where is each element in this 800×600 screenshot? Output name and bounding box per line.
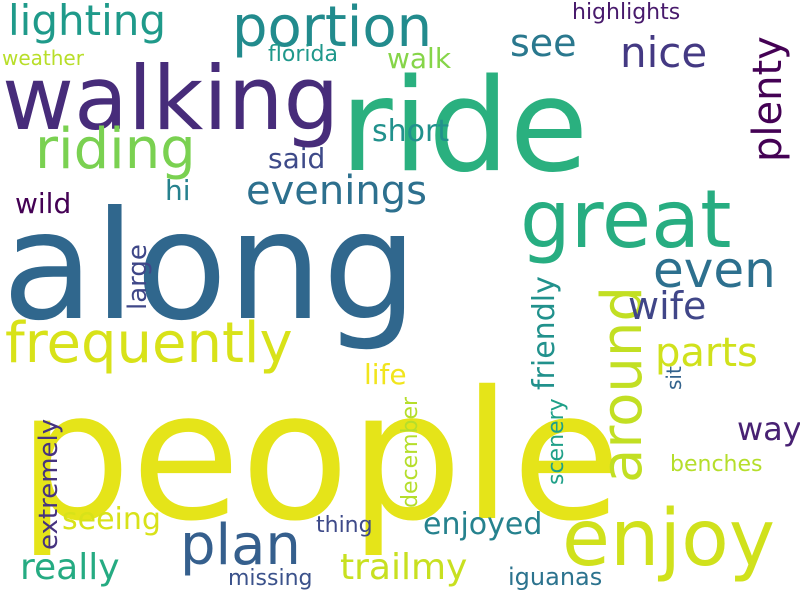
word-florida: florida xyxy=(268,42,338,67)
word-enjoyed: enjoyed xyxy=(423,507,543,542)
word-trailmy: trailmy xyxy=(340,547,468,588)
word-hi: hi xyxy=(165,174,191,207)
word-lighting: lighting xyxy=(8,0,167,45)
word-walking: walking xyxy=(2,47,340,150)
word-riding: riding xyxy=(35,117,196,182)
word-weather: weather xyxy=(2,46,84,70)
word-really: really xyxy=(20,547,120,588)
word-nice: nice xyxy=(620,28,708,77)
word-benches: benches xyxy=(670,452,763,477)
word-plenty: plenty xyxy=(745,36,791,162)
word-thing: thing xyxy=(316,513,373,538)
word-highlights: highlights xyxy=(572,0,681,25)
word-friendly: friendly xyxy=(527,276,562,390)
word-scenery: scenery xyxy=(544,398,569,485)
word-evenings: evenings xyxy=(246,168,427,214)
word-people: people xyxy=(18,353,622,560)
word-sit: sit xyxy=(662,366,686,390)
word-seeing: seeing xyxy=(62,502,161,537)
word-even: even xyxy=(653,241,776,299)
word-wild: wild xyxy=(15,187,72,220)
word-way: way xyxy=(737,410,800,448)
word-enjoy: enjoy xyxy=(562,494,775,584)
word-great: great xyxy=(520,173,732,266)
word-large: large xyxy=(123,244,153,310)
word-december: december xyxy=(398,396,423,508)
word-parts: parts xyxy=(655,330,758,376)
word-short: short xyxy=(372,114,450,149)
word-plan: plan xyxy=(180,513,301,578)
word-missing: missing xyxy=(228,566,313,591)
word-walk: walk xyxy=(387,42,452,75)
word-ride: ride xyxy=(340,52,589,201)
word-frequently: frequently xyxy=(5,311,293,376)
word-along: along xyxy=(2,180,418,354)
word-said: said xyxy=(268,142,326,175)
word-see: see xyxy=(510,21,577,65)
word-portion: portion xyxy=(232,0,433,60)
word-extremely: extremely xyxy=(34,418,64,550)
word-iguanas: iguanas xyxy=(508,563,603,591)
word-life: life xyxy=(364,358,407,391)
word-wife: wife xyxy=(628,284,707,328)
